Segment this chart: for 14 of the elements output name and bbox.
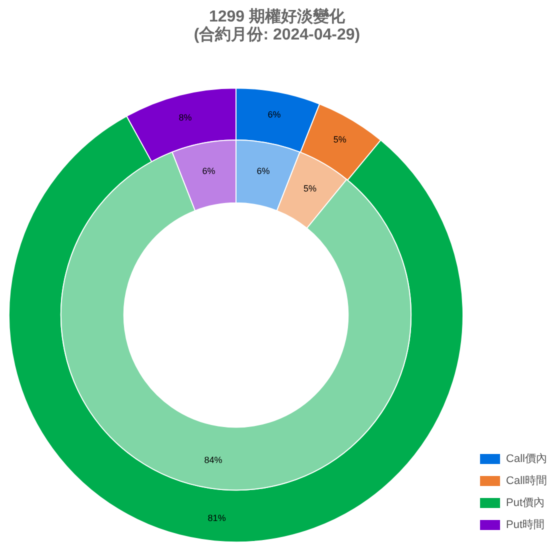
legend-label: Call時間	[506, 474, 548, 487]
data-label: 84%	[204, 454, 222, 465]
data-label: 6%	[268, 110, 281, 120]
data-label: 8%	[178, 112, 192, 122]
chart-title: 1299 期權好淡變化	[208, 8, 346, 26]
data-label: 6%	[202, 166, 216, 176]
legend-label: Call價內	[506, 452, 548, 465]
data-label: 5%	[303, 184, 316, 194]
legend-label: Put時間	[506, 518, 545, 531]
chart-subtitle: (合約月份: 2024-04-29)	[194, 26, 360, 44]
data-label: 6%	[256, 166, 270, 176]
legend-label: Put價內	[506, 496, 545, 509]
data-label: 81%	[208, 513, 226, 524]
data-label: 5%	[333, 134, 346, 144]
